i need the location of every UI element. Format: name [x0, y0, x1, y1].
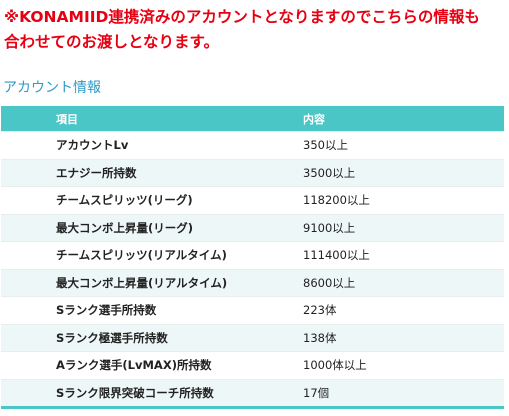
row-item: 最大コンボ上昇量(リアルタイム): [1, 268, 303, 297]
row-value: 3500以上: [303, 158, 504, 187]
row-value: 1000体以上: [303, 351, 504, 379]
account-info-table: 項目 内容 アカウントLv 350以上 エナジー所持数 3500以上 チームスピ…: [1, 106, 504, 409]
table-row: アカウントLv 350以上: [1, 131, 504, 159]
row-value: 350以上: [303, 131, 504, 159]
section-title: アカウント情報: [3, 80, 101, 96]
row-value: 9100以上: [303, 213, 504, 242]
row-item: Sランク選手所持数: [1, 296, 303, 324]
row-item: 最大コンボ上昇量(リーグ): [1, 213, 303, 242]
notice-line-1: ※KONAMIID連携済みのアカウントとなりますのでこちらの情報も: [4, 8, 480, 26]
row-value: 17個: [303, 378, 504, 408]
row-value: 118200以上: [303, 186, 504, 214]
table-row: チームスピリッツ(リーグ) 118200以上: [1, 186, 504, 214]
table-row: エナジー所持数 3500以上: [1, 158, 504, 187]
row-value: 111400以上: [303, 241, 504, 269]
table-row: 最大コンボ上昇量(リーグ) 9100以上: [1, 213, 504, 242]
header-content: 内容: [303, 106, 504, 132]
row-value: 8600以上: [303, 268, 504, 297]
row-value: 223体: [303, 296, 504, 324]
header-item: 項目: [1, 106, 303, 132]
table-row: Sランク極選手所持数 138体: [1, 323, 504, 352]
row-item: エナジー所持数: [1, 158, 303, 187]
notice-line-2: 合わせてのお渡しとなります。: [4, 33, 219, 51]
table-row: Aランク選手(LvMAX)所持数 1000体以上: [1, 351, 504, 379]
row-item: Aランク選手(LvMAX)所持数: [1, 351, 303, 379]
row-item: チームスピリッツ(リーグ): [1, 186, 303, 214]
row-item: Sランク限界突破コーチ所持数: [1, 378, 303, 408]
row-item: アカウントLv: [1, 131, 303, 159]
row-item: チームスピリッツ(リアルタイム): [1, 241, 303, 269]
row-item: Sランク極選手所持数: [1, 323, 303, 352]
row-value: 138体: [303, 323, 504, 352]
table-row: 最大コンボ上昇量(リアルタイム) 8600以上: [1, 268, 504, 297]
table-row: Sランク限界突破コーチ所持数 17個: [1, 378, 504, 408]
table-header-row: 項目 内容: [1, 106, 504, 132]
table-row: Sランク選手所持数 223体: [1, 296, 504, 324]
table-row: チームスピリッツ(リアルタイム) 111400以上: [1, 241, 504, 269]
notice-text: ※KONAMIID連携済みのアカウントとなりますのでこちらの情報も 合わせてのお…: [4, 5, 504, 55]
